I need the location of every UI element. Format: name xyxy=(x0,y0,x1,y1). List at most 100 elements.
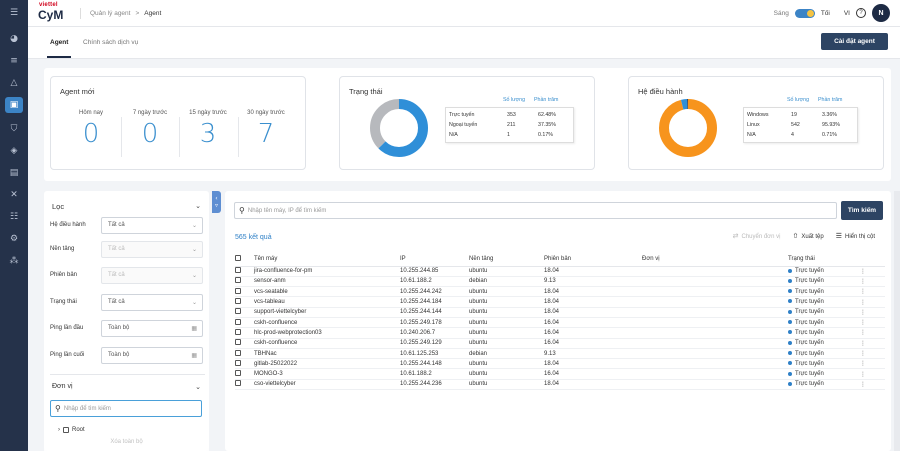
cell-name[interactable]: cskh-confluence xyxy=(254,317,400,329)
col-platform[interactable]: Nền tảng xyxy=(469,253,544,267)
unit-search-input[interactable]: ⚲ Nhập để tìm kiếm xyxy=(50,400,202,417)
settings-icon[interactable]: ⚙ xyxy=(9,234,19,244)
row-checkbox[interactable] xyxy=(235,328,241,335)
row-menu-icon[interactable]: ⋮ xyxy=(860,327,885,339)
list-icon[interactable]: ≡ xyxy=(10,56,18,66)
row-checkbox[interactable] xyxy=(235,308,241,315)
breadcrumb-parent[interactable]: Quản lý agent xyxy=(90,10,131,17)
help-icon[interactable]: ? xyxy=(856,8,866,18)
status-select[interactable]: Tất cả ⌄ xyxy=(101,293,203,311)
logo-cym[interactable]: CyM xyxy=(38,8,64,22)
chevron-down-icon: ⌄ xyxy=(191,271,197,279)
table-row[interactable]: vcs-tableau 10.255.244.184 ubuntu 18.04 … xyxy=(235,296,885,308)
install-agent-button[interactable]: Cài đặt agent xyxy=(821,33,888,50)
cell-name[interactable]: hlc-prod-webprotection03 xyxy=(254,327,400,339)
log-icon[interactable]: ▤ xyxy=(9,168,19,178)
row-checkbox[interactable] xyxy=(235,318,241,325)
row-checkbox[interactable] xyxy=(235,370,241,377)
table-row[interactable]: cskh-confluence 10.255.249.178 ubuntu 16… xyxy=(235,317,885,329)
row-menu-icon[interactable]: ⋮ xyxy=(860,266,885,277)
clear-all-button[interactable]: Xóa toàn bộ xyxy=(44,434,209,451)
tree-root[interactable]: › Root xyxy=(58,427,85,433)
table-row[interactable]: support-viettelcyber 10.255.244.144 ubun… xyxy=(235,307,885,318)
platform-select[interactable]: Tất cả ⌄ xyxy=(101,240,203,258)
cell-status: Trực tuyến xyxy=(788,368,860,380)
cell-name[interactable]: sensor-anm xyxy=(254,276,400,288)
row-checkbox[interactable] xyxy=(235,380,241,387)
ping-first-picker[interactable]: Toàn bộ ▦ xyxy=(101,319,203,337)
cell-name[interactable]: vcs-seatable xyxy=(254,286,400,298)
tab-service-policy[interactable]: Chính sách dịch vụ xyxy=(83,39,139,46)
table-row[interactable]: MONGO-3 10.61.188.2 ubuntu 16.04 Trực tu… xyxy=(235,368,885,380)
move-unit-button[interactable]: ⇄ Chuyển đơn vị xyxy=(732,232,781,240)
row-menu-icon[interactable]: ⋮ xyxy=(860,296,885,308)
row-menu-icon[interactable]: ⋮ xyxy=(860,379,885,391)
avatar[interactable]: N xyxy=(872,4,890,22)
table-row[interactable]: sensor-anm 10.61.188.2 debian 9.13 Trực … xyxy=(235,276,885,288)
col-name[interactable]: Tên máy xyxy=(254,253,400,267)
col-unit[interactable]: Đơn vị xyxy=(642,253,788,267)
shield-check-icon[interactable]: ◈ xyxy=(10,146,18,156)
row-menu-icon[interactable]: ⋮ xyxy=(860,358,885,370)
alert-icon[interactable]: △ xyxy=(10,78,18,88)
shield-icon[interactable]: ⛉ xyxy=(10,124,18,134)
tab-agent[interactable]: Agent xyxy=(46,39,72,58)
row-menu-icon[interactable]: ⋮ xyxy=(860,368,885,380)
select-all-checkbox[interactable] xyxy=(235,255,241,262)
chevron-down-icon[interactable]: ⌄ xyxy=(195,202,201,210)
col-status[interactable]: Trạng thái xyxy=(788,253,860,267)
ping-last-picker[interactable]: Toàn bộ ▦ xyxy=(101,346,203,364)
table-row[interactable]: jira-confluence-for-pm 10.255.244.85 ubu… xyxy=(235,266,885,277)
row-menu-icon[interactable]: ⋮ xyxy=(860,317,885,329)
table-row[interactable]: vcs-seatable 10.255.244.242 ubuntu 18.04… xyxy=(235,286,885,298)
row-menu-icon[interactable]: ⋮ xyxy=(860,307,885,318)
cell-platform: debian xyxy=(469,348,544,360)
cell-name[interactable]: TBHNac xyxy=(254,348,400,360)
row-menu-icon[interactable]: ⋮ xyxy=(860,276,885,288)
row-checkbox[interactable] xyxy=(235,267,241,274)
row-checkbox[interactable] xyxy=(235,359,241,366)
dashboard-icon[interactable]: ◕ xyxy=(10,34,18,44)
cell-name[interactable]: support-viettelcyber xyxy=(254,307,400,318)
search-button[interactable]: Tìm kiếm xyxy=(841,201,883,220)
page-scrollbar[interactable] xyxy=(894,191,900,451)
language-switch[interactable]: VI xyxy=(843,9,850,17)
os-select[interactable]: Tất cả ⌄ xyxy=(101,216,203,234)
export-button[interactable]: ⇧ Xuất tệp xyxy=(792,232,824,240)
row-menu-icon[interactable]: ⋮ xyxy=(860,348,885,360)
row-menu-icon[interactable]: ⋮ xyxy=(860,286,885,298)
cell-name[interactable]: MONGO-3 xyxy=(254,368,400,380)
cell-name[interactable]: jira-confluence-for-pm xyxy=(254,266,400,277)
tools-icon[interactable]: ✕ xyxy=(10,190,18,200)
monitor-icon[interactable]: ▣ xyxy=(5,97,23,113)
status-dot xyxy=(788,361,792,366)
table-row[interactable]: gitlab-25022022 10.255.244.148 ubuntu 18… xyxy=(235,358,885,370)
show-columns-button[interactable]: ☰ Hiển thị cột xyxy=(835,232,875,240)
table-row[interactable]: cso-viettelcyber 10.255.244.236 ubuntu 1… xyxy=(235,379,885,391)
row-checkbox[interactable] xyxy=(235,349,241,356)
network-icon[interactable]: ⁂ xyxy=(9,256,19,266)
agent-search-input[interactable]: ⚲ Nhập tên máy, IP để tìm kiếm xyxy=(234,202,837,219)
cell-name[interactable]: cso-viettelcyber xyxy=(254,379,400,391)
cell-name[interactable]: cskh-confluence xyxy=(254,338,400,349)
row-checkbox[interactable] xyxy=(235,298,241,305)
col-ip[interactable]: IP xyxy=(400,253,469,267)
table-row[interactable]: cskh-confluence 10.255.249.129 ubuntu 16… xyxy=(235,338,885,349)
table-row[interactable]: TBHNac 10.61.125.253 debian 9.13 Trực tu… xyxy=(235,348,885,360)
row-checkbox[interactable] xyxy=(235,277,241,284)
row-menu-icon[interactable]: ⋮ xyxy=(860,338,885,349)
row-checkbox[interactable] xyxy=(235,339,241,346)
users-icon[interactable]: ☷ xyxy=(9,212,19,222)
collapse-filter-button[interactable]: ‹ ▿ xyxy=(212,191,221,213)
row-checkbox[interactable] xyxy=(235,287,241,294)
version-select[interactable]: Tất cả ⌄ xyxy=(101,266,203,284)
menu-icon[interactable]: ☰ xyxy=(9,8,19,18)
cell-name[interactable]: gitlab-25022022 xyxy=(254,358,400,370)
chevron-down-icon[interactable]: ⌄ xyxy=(195,383,201,391)
os-donut-chart[interactable] xyxy=(657,97,719,159)
status-donut-chart[interactable] xyxy=(368,97,430,159)
cell-name[interactable]: vcs-tableau xyxy=(254,296,400,308)
table-row[interactable]: hlc-prod-webprotection03 10.240.206.7 ub… xyxy=(235,327,885,339)
col-version[interactable]: Phiên bản xyxy=(544,253,642,267)
theme-toggle[interactable] xyxy=(794,8,815,18)
